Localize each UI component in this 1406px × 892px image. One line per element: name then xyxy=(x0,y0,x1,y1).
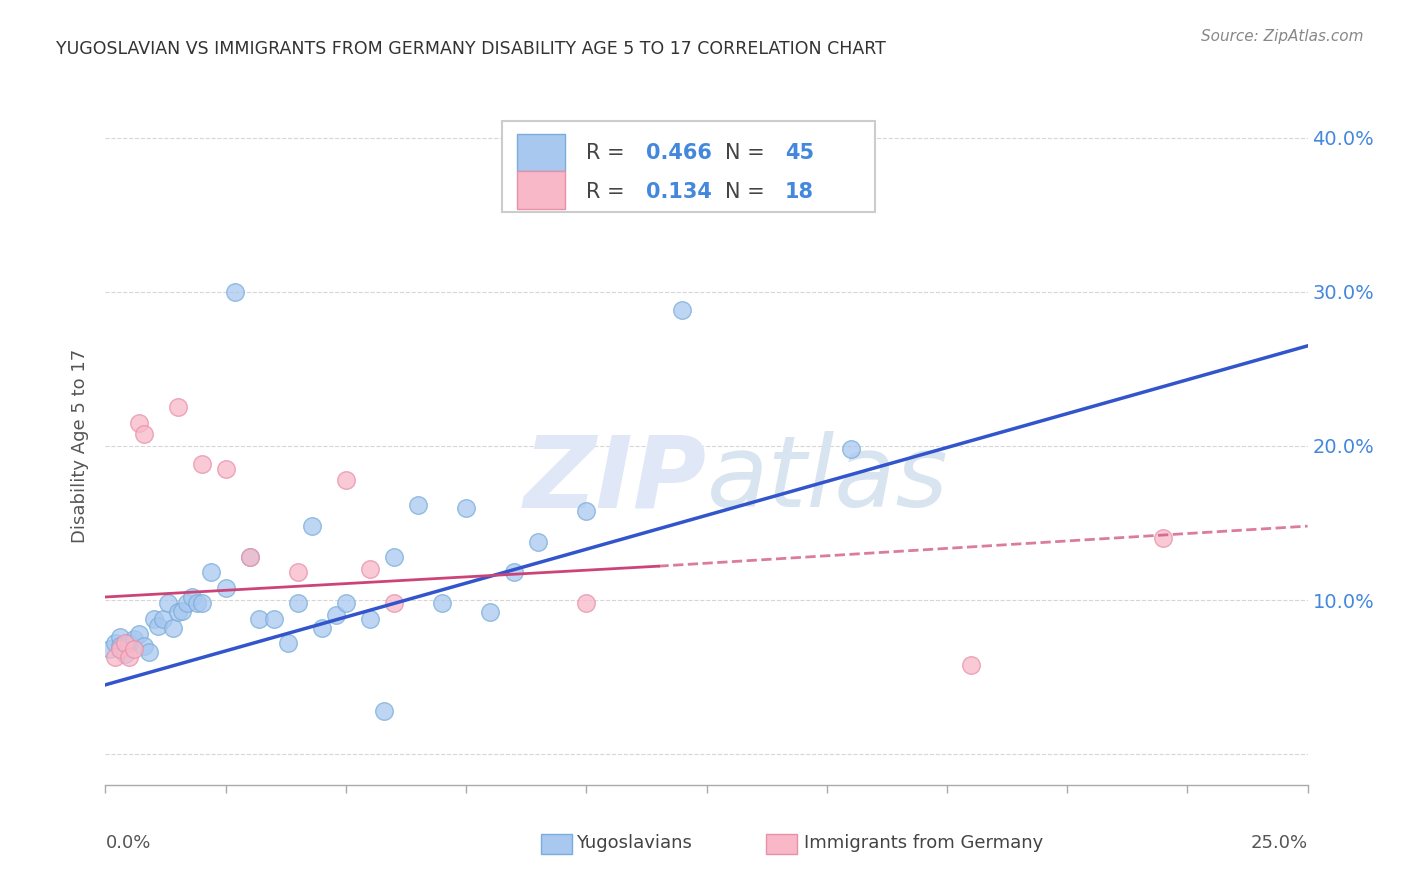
Text: 25.0%: 25.0% xyxy=(1250,834,1308,852)
Point xyxy=(406,498,429,512)
Point xyxy=(108,630,131,644)
Point xyxy=(124,642,146,657)
Text: 0.466: 0.466 xyxy=(647,143,713,163)
Point xyxy=(575,504,598,518)
Point xyxy=(454,500,477,515)
Point xyxy=(166,401,188,415)
Point xyxy=(186,596,208,610)
Point xyxy=(200,566,222,580)
Point xyxy=(132,640,155,654)
Point xyxy=(148,619,170,633)
Text: 0.0%: 0.0% xyxy=(105,834,150,852)
Point xyxy=(124,632,146,646)
Point xyxy=(214,462,236,476)
Text: 18: 18 xyxy=(785,182,814,202)
Text: N =: N = xyxy=(724,143,770,163)
Point xyxy=(430,596,453,610)
Point xyxy=(325,608,347,623)
Point xyxy=(277,636,299,650)
Point xyxy=(263,611,285,625)
Point xyxy=(108,640,131,654)
Point xyxy=(156,596,179,610)
Text: ZIP: ZIP xyxy=(523,432,707,528)
Point xyxy=(287,566,309,580)
Point xyxy=(172,604,194,618)
Point xyxy=(247,611,270,625)
Text: R =: R = xyxy=(586,143,631,163)
Point xyxy=(128,416,150,430)
Point xyxy=(214,581,236,595)
Point xyxy=(1152,532,1174,546)
Point xyxy=(138,645,160,659)
Point xyxy=(287,596,309,610)
Point xyxy=(98,642,121,657)
Text: Yugoslavians: Yugoslavians xyxy=(576,834,692,852)
Text: R =: R = xyxy=(586,182,631,202)
Point xyxy=(373,704,395,718)
FancyBboxPatch shape xyxy=(502,120,875,212)
Text: Source: ZipAtlas.com: Source: ZipAtlas.com xyxy=(1201,29,1364,44)
Point xyxy=(190,596,212,610)
Text: 0.134: 0.134 xyxy=(647,182,713,202)
Point xyxy=(128,627,150,641)
Point xyxy=(527,534,550,549)
Text: Immigrants from Germany: Immigrants from Germany xyxy=(804,834,1043,852)
Point xyxy=(839,442,862,456)
Text: 45: 45 xyxy=(785,143,814,163)
Point xyxy=(176,596,198,610)
Point xyxy=(104,650,127,665)
Point xyxy=(503,566,526,580)
Point xyxy=(118,650,141,665)
Point xyxy=(166,606,188,620)
Point xyxy=(335,473,357,487)
Point xyxy=(479,606,502,620)
Point xyxy=(311,621,333,635)
Point xyxy=(114,636,136,650)
Point xyxy=(335,596,357,610)
Point xyxy=(382,596,405,610)
Point xyxy=(359,611,381,625)
Text: N =: N = xyxy=(724,182,770,202)
Point xyxy=(359,562,381,576)
Point xyxy=(104,636,127,650)
Point xyxy=(142,611,165,625)
Point xyxy=(382,549,405,564)
Point xyxy=(118,636,141,650)
Point xyxy=(152,611,174,625)
Point xyxy=(239,549,262,564)
Point xyxy=(224,285,246,299)
Y-axis label: Disability Age 5 to 17: Disability Age 5 to 17 xyxy=(72,349,90,543)
Point xyxy=(671,303,693,318)
Point xyxy=(960,657,983,672)
Point xyxy=(190,458,212,472)
Point xyxy=(108,642,131,657)
Point xyxy=(114,647,136,661)
Point xyxy=(132,426,155,441)
Text: YUGOSLAVIAN VS IMMIGRANTS FROM GERMANY DISABILITY AGE 5 TO 17 CORRELATION CHART: YUGOSLAVIAN VS IMMIGRANTS FROM GERMANY D… xyxy=(56,40,886,58)
Point xyxy=(239,549,262,564)
FancyBboxPatch shape xyxy=(516,171,565,209)
Point xyxy=(575,596,598,610)
FancyBboxPatch shape xyxy=(516,134,565,171)
Text: atlas: atlas xyxy=(707,432,948,528)
Point xyxy=(181,590,204,604)
Point xyxy=(301,519,323,533)
Point xyxy=(162,621,184,635)
